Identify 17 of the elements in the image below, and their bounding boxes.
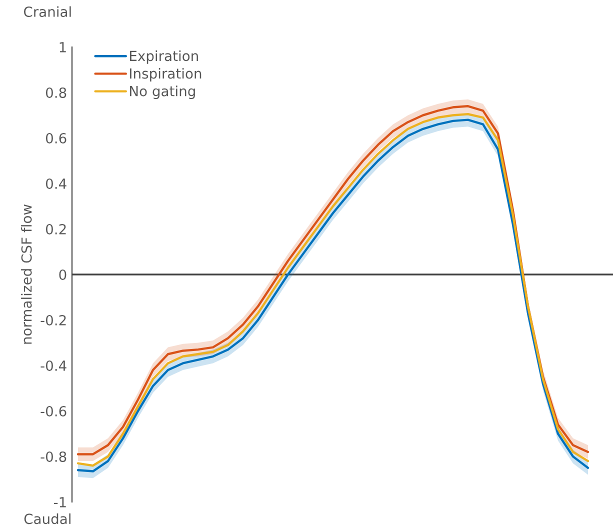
legend-label: No gating — [130, 86, 195, 100]
y-tick-label: 0.6 — [46, 132, 66, 144]
y-tick-label: -0.4 — [40, 360, 66, 371]
y-tick-label: 0.8 — [46, 87, 66, 98]
text: Caudal — [24, 513, 70, 524]
y-tick-label: 0.2 — [46, 224, 66, 234]
y-tick-label: -0.2 — [40, 314, 66, 326]
text: Cranial — [24, 6, 71, 18]
legend-label: Expiration — [130, 50, 198, 64]
y-axis-title: normalized CSF flow — [21, 204, 32, 344]
y-tick-label: 0 — [59, 269, 66, 280]
legend-label: Inspiration — [130, 68, 202, 82]
y-tick-label: 0.4 — [46, 178, 66, 189]
y-tick-label: -0.6 — [40, 406, 66, 416]
y-tick-label: -1 — [54, 497, 66, 508]
y-tick-label: 1 — [60, 42, 66, 52]
y-tick-label: -0.8 — [40, 451, 66, 462]
